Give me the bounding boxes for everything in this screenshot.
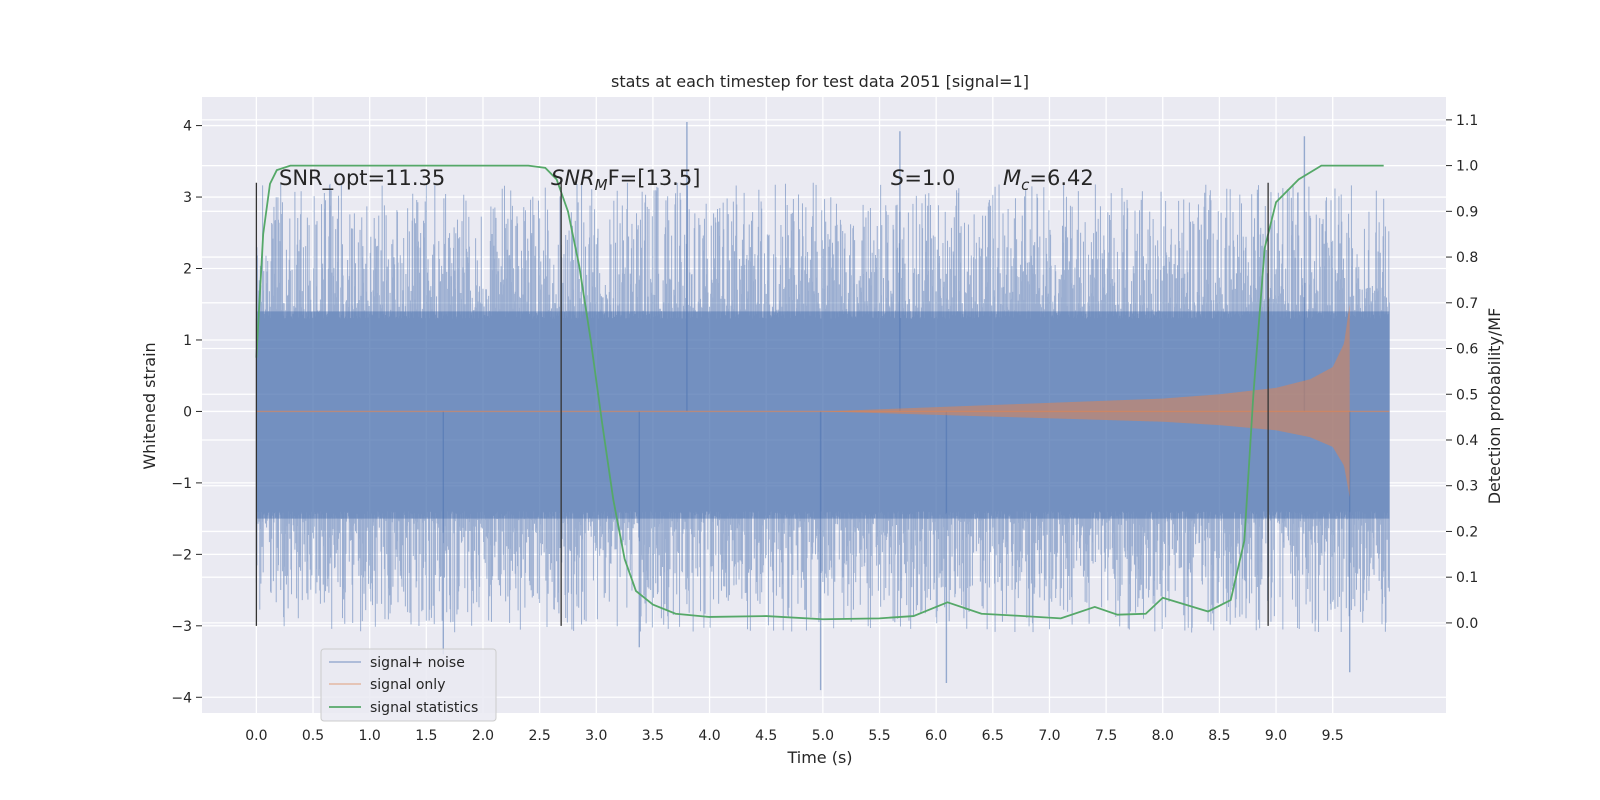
x-tick-label: 5.5 [868,728,890,744]
x-tick-label: 1.0 [359,728,381,744]
x-tick-label: 1.5 [415,728,437,744]
x-tick-label: 3.0 [585,728,607,744]
x-tick-label: 9.0 [1265,728,1287,744]
y2-tick-label: 0.2 [1456,524,1478,540]
y2-tick-label: 0.1 [1456,570,1478,586]
y2-tick-label: 0.8 [1456,250,1478,266]
x-tick-label: 5.0 [812,728,834,744]
x-tick-label: 7.5 [1095,728,1117,744]
y2-tick-label: 0.7 [1456,296,1478,312]
y-tick-label: −3 [171,619,192,635]
y2-axis-ticks: 0.0 0.1 0.2 0.3 0.4 0.5 0.6 0.7 0.8 0.9 1.0 1.1 [1446,113,1478,632]
annotation-s: S=1.0 [891,166,955,190]
y-tick-label: −1 [171,476,192,492]
x-tick-label: 0.0 [245,728,267,744]
x-tick-label: 6.5 [982,728,1004,744]
y2-tick-label: 0.6 [1456,342,1478,358]
y2-tick-label: 0.4 [1456,433,1478,449]
y2-tick-label: 1.1 [1456,113,1478,129]
series-signal-only [256,304,1390,498]
annotation-mc: Mc=6.42 [1003,166,1094,194]
x-tick-label: 2.5 [528,728,550,744]
y-tick-label: −2 [171,547,192,563]
y2-tick-label: 0.9 [1456,204,1478,220]
chart-title: stats at each timestep for test data 205… [611,72,1029,91]
legend-label-signal-noise: signal+ noise [370,655,465,671]
annotation-snr-mf-sub: M [595,176,608,194]
y2-tick-label: 1.0 [1456,159,1478,175]
annotation-snr-mf-var: SNR [551,166,595,190]
statistics-line [255,164,1384,621]
x-tick-label: 0.5 [302,728,324,744]
y-tick-label: 2 [183,262,192,278]
x-tick-label: 2.0 [472,728,494,744]
annotation-mc-var: M [1003,166,1021,190]
x-tick-label: 4.5 [755,728,777,744]
x-tick-label: 8.5 [1208,728,1230,744]
series-signal-statistics [255,164,1384,621]
legend-box [320,648,497,722]
x-axis-ticks: 0.0 0.5 1.0 1.5 2.0 2.5 3.0 3.5 4.0 4.5 5.0 5.5 6.0 6… [245,728,1344,744]
x-tick-label: 9.5 [1322,728,1344,744]
annotation-s-var: S [891,166,904,190]
y-tick-label: 0 [183,404,192,420]
chirp-envelope [822,304,1350,498]
x-tick-label: 6.0 [925,728,947,744]
y-tick-label: 4 [183,119,192,135]
y2-tick-label: 0.5 [1456,387,1478,403]
y2-tick-label: 0.3 [1456,479,1478,495]
noise-extreme-spikes [442,122,1351,691]
legend-label-signal-statistics: signal statistics [370,700,478,716]
x-axis-label: Time (s) [786,748,852,767]
y-axis-ticks: −4 −3 −2 −1 0 1 2 3 4 [171,119,202,706]
x-tick-label: 7.0 [1038,728,1060,744]
y-tick-label: −4 [171,690,192,706]
legend: signal+ noise signal only signal statist… [320,648,497,722]
y-tick-label: 3 [183,190,192,206]
x-tick-label: 3.5 [642,728,664,744]
x-tick-label: 4.0 [698,728,720,744]
annotation-snr-mf: SNRMF=[13.5] [551,166,700,194]
y-tick-label: 1 [183,333,192,349]
x-tick-label: 8.0 [1152,728,1174,744]
annotation-s-rest: =1.0 [904,166,955,190]
y-axis-label: Whitened strain [140,342,159,469]
annotation-snr-opt: SNR_opt=11.35 [279,166,445,191]
annotation-snr-mf-rest: F=[13.5] [608,166,701,190]
legend-label-signal-only: signal only [370,677,445,693]
annotation-mc-sub: c [1021,176,1030,194]
marker-lines [255,182,1269,626]
y2-axis-label: Detection probability/MF [1485,308,1504,505]
y2-tick-label: 0.0 [1456,616,1478,632]
annotation-mc-rest: =6.42 [1029,166,1093,190]
